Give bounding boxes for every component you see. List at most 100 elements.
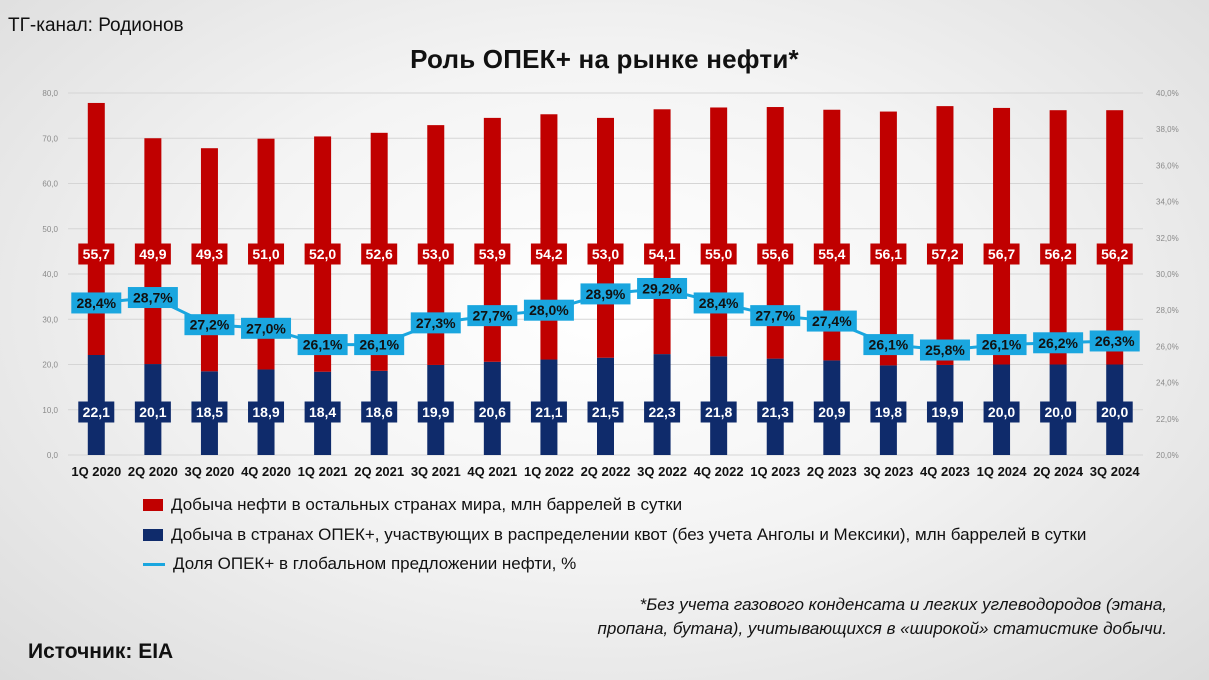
data-label-other-box <box>813 243 850 265</box>
data-label-opec: 18,9 <box>252 404 279 420</box>
data-label-opec-box <box>1096 401 1133 423</box>
bar-other <box>540 114 558 360</box>
data-label-opec-box <box>587 401 624 423</box>
data-label-opec-box <box>1040 401 1077 423</box>
data-label-other-box <box>926 243 963 265</box>
data-label-other: 56,2 <box>1045 246 1072 262</box>
data-label-share: 25,8% <box>925 342 965 358</box>
chart-title: Роль ОПЕК+ на рынке нефти* <box>410 44 799 74</box>
x-axis-tick-label: 4Q 2021 <box>467 464 517 479</box>
data-label-other: 51,0 <box>252 246 279 262</box>
data-label-share-box <box>127 287 178 309</box>
data-label-opec: 21,5 <box>592 404 619 420</box>
data-label-opec: 20,0 <box>988 404 1015 420</box>
data-label-other: 55,4 <box>818 246 845 262</box>
x-axis-tick-label: 2Q 2023 <box>807 464 857 479</box>
data-label-other: 56,2 <box>1101 246 1128 262</box>
data-label-share-box <box>297 334 348 356</box>
channel-caption: ТГ-канал: Родионов <box>8 15 184 36</box>
x-axis-tick-label: 4Q 2023 <box>920 464 970 479</box>
data-label-share-box <box>580 283 631 305</box>
data-label-share-box <box>637 277 688 299</box>
data-label-opec: 22,1 <box>83 404 110 420</box>
bar-other <box>936 106 954 365</box>
bar-other <box>1049 110 1067 365</box>
data-label-opec: 22,3 <box>648 404 675 420</box>
legend-swatch-other <box>143 499 163 511</box>
x-axis-tick-label: 2Q 2022 <box>581 464 631 479</box>
data-label-other-box <box>191 243 228 265</box>
data-label-share: 28,4% <box>699 295 739 311</box>
data-label-share-box <box>241 317 292 339</box>
data-label-opec: 20,1 <box>139 404 166 420</box>
bar-other <box>710 107 728 357</box>
data-label-opec-box <box>417 401 454 423</box>
x-axis-tick-label: 3Q 2020 <box>185 464 235 479</box>
data-label-share: 27,0% <box>246 320 286 336</box>
footnote-line-1: *Без учета газового конденсата и легких … <box>639 595 1167 614</box>
data-label-other-box <box>530 243 567 265</box>
data-label-other: 56,1 <box>875 246 902 262</box>
legend-swatch-share <box>143 562 165 566</box>
right-axis-tick-label: 28,0% <box>1156 306 1179 315</box>
data-label-share-box <box>184 314 235 336</box>
data-label-share: 26,1% <box>869 337 909 353</box>
bar-other <box>653 109 671 355</box>
bar-other <box>87 102 105 355</box>
data-label-other: 53,0 <box>592 246 619 262</box>
right-axis-tick-label: 32,0% <box>1156 234 1179 243</box>
x-axis-tick-label: 1Q 2024 <box>977 464 1028 479</box>
data-label-other: 52,0 <box>309 246 336 262</box>
left-axis-tick-label: 0,0 <box>47 451 59 460</box>
x-axis-tick-label: 2Q 2021 <box>354 464 404 479</box>
data-label-share-box <box>806 310 857 332</box>
data-label-opec-box <box>248 401 285 423</box>
data-label-share: 26,2% <box>1038 335 1078 351</box>
data-label-share: 27,3% <box>416 315 456 331</box>
right-axis-tick-label: 34,0% <box>1156 198 1179 207</box>
data-label-other-box <box>304 243 341 265</box>
data-label-other: 55,0 <box>705 246 732 262</box>
data-label-share-box <box>467 305 518 327</box>
data-label-share: 26,1% <box>359 337 399 353</box>
data-label-share: 26,3% <box>1095 333 1135 349</box>
data-label-opec: 21,8 <box>705 404 732 420</box>
bar-other <box>879 111 897 366</box>
legend-label-share: Доля ОПЕК+ в глобальном предложении нефт… <box>173 554 577 573</box>
data-label-share-box <box>523 299 574 321</box>
data-label-share: 26,1% <box>303 337 343 353</box>
data-label-other-box <box>644 243 681 265</box>
data-label-opec: 20,0 <box>1045 404 1072 420</box>
legend-item-other: Добыча нефти в остальных странах мира, м… <box>143 495 682 515</box>
data-label-share-box <box>71 292 122 314</box>
data-label-other: 49,9 <box>139 246 166 262</box>
x-axis-tick-label: 1Q 2023 <box>750 464 800 479</box>
x-axis-tick-label: 1Q 2020 <box>71 464 121 479</box>
data-label-opec-box <box>870 401 907 423</box>
data-label-other: 53,0 <box>422 246 449 262</box>
right-axis-tick-label: 38,0% <box>1156 125 1179 134</box>
data-label-share-box <box>410 312 461 334</box>
source-caption: Источник: EIA <box>28 640 174 663</box>
footnote: *Без учета газового конденсата и легких … <box>547 593 1167 641</box>
left-axis-tick-label: 50,0 <box>42 225 58 234</box>
data-label-other-box <box>361 243 398 265</box>
right-axis-tick-label: 36,0% <box>1156 161 1179 170</box>
right-axis-tick-label: 26,0% <box>1156 342 1179 351</box>
left-axis-tick-label: 30,0 <box>42 315 58 324</box>
data-label-opec: 19,9 <box>931 404 958 420</box>
right-axis-tick-label: 22,0% <box>1156 415 1179 424</box>
x-axis-tick-label: 3Q 2021 <box>411 464 461 479</box>
data-label-opec-box <box>78 401 115 423</box>
data-label-share-box <box>976 334 1027 356</box>
footnote-line-2: пропана, бутана), учитывающихся в «широк… <box>597 619 1167 638</box>
data-label-other: 52,6 <box>366 246 393 262</box>
data-label-opec-box <box>757 401 794 423</box>
data-label-other: 57,2 <box>931 246 958 262</box>
legend-swatch-opec <box>143 529 163 541</box>
data-label-other-box <box>1096 243 1133 265</box>
data-label-opec-box <box>530 401 567 423</box>
data-label-other-box <box>983 243 1020 265</box>
data-label-share-box <box>693 292 744 314</box>
legend-label-opec: Добыча в странах ОПЕК+, участвующих в ра… <box>171 525 1087 544</box>
